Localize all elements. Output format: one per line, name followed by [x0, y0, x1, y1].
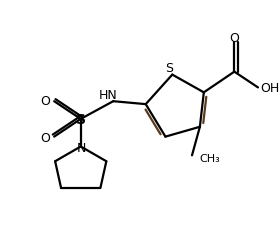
- Text: S: S: [165, 62, 173, 75]
- Text: N: N: [77, 141, 87, 154]
- Text: S: S: [76, 112, 86, 126]
- Text: CH₃: CH₃: [199, 154, 220, 164]
- Text: OH: OH: [260, 81, 279, 94]
- Text: HN: HN: [99, 88, 118, 101]
- Text: O: O: [40, 131, 50, 144]
- Text: O: O: [40, 94, 50, 107]
- Text: O: O: [229, 32, 239, 44]
